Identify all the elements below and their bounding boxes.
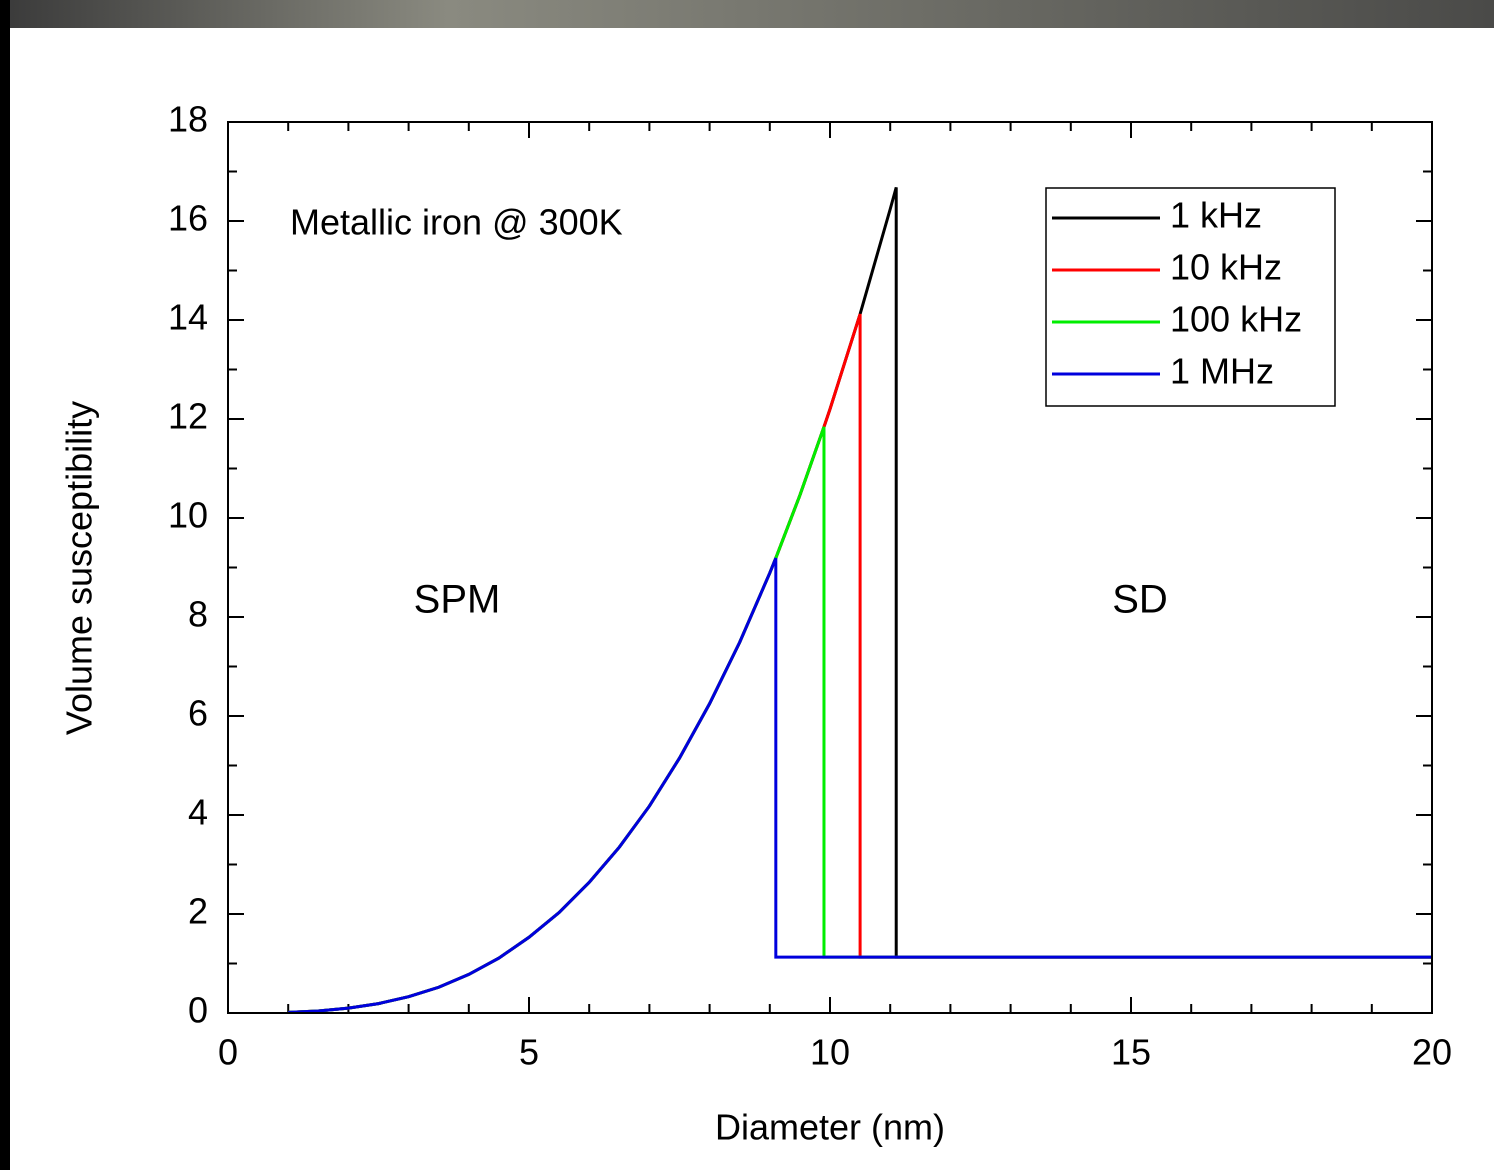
x-tick-label: 10: [810, 1032, 850, 1073]
data-line: [288, 557, 1432, 1014]
y-tick-label: 2: [188, 891, 208, 932]
y-tick-label: 18: [168, 99, 208, 140]
y-tick-label: 8: [188, 594, 208, 635]
x-tick-label: 5: [519, 1032, 539, 1073]
x-axis-title: Diameter (nm): [715, 1107, 945, 1148]
legend-label: 1 MHz: [1170, 351, 1274, 392]
y-axis-title: Volume susceptibility: [59, 401, 100, 735]
header-image: [0, 0, 1494, 30]
y-tick-label: 12: [168, 396, 208, 437]
x-tick-label: 15: [1111, 1032, 1151, 1073]
annotation: SPM: [414, 578, 501, 622]
legend-label: 1 kHz: [1170, 195, 1262, 236]
legend-box: [1045, 187, 1336, 407]
y-tick-label: 10: [168, 495, 208, 536]
y-tick-label: 6: [188, 693, 208, 734]
plot-frame: [227, 121, 1433, 1014]
annotation: Metallic iron @ 300K: [290, 202, 623, 243]
x-tick-label: 0: [218, 1032, 238, 1073]
y-tick-label: 4: [188, 792, 208, 833]
y-tick-label: 16: [168, 198, 208, 239]
legend-label: 10 kHz: [1170, 247, 1282, 288]
left-border: [0, 0, 10, 1170]
y-tick-label: 0: [188, 990, 208, 1031]
x-tick-label: 20: [1412, 1032, 1452, 1073]
legend-label: 100 kHz: [1170, 299, 1302, 340]
y-tick-label: 14: [168, 297, 208, 338]
annotation: SD: [1112, 578, 1168, 622]
